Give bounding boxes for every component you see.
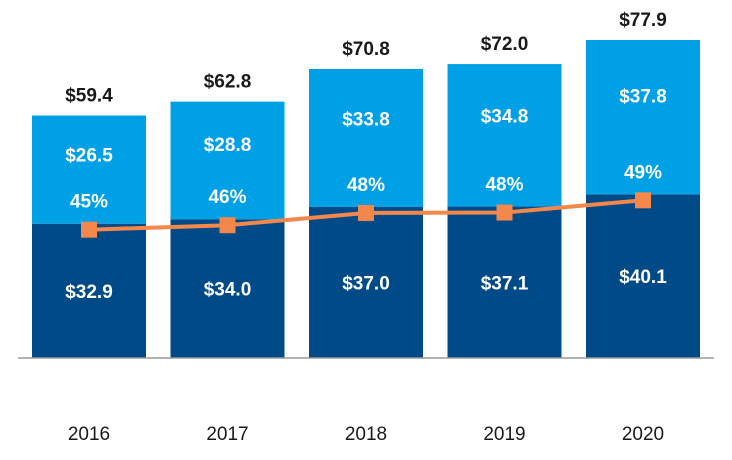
bar-total-label-2020: $77.9 [619, 10, 667, 31]
bar-bottom-2017 [170, 219, 285, 358]
x-tick-label-2018: 2018 [345, 424, 387, 445]
bar-top-2020 [586, 40, 700, 195]
bar-total-label-2017: $62.8 [204, 72, 252, 93]
bar-top-label-2020: $37.8 [619, 87, 667, 108]
share-label-2018: 48% [347, 175, 385, 196]
bar-total-label-2016: $59.4 [65, 86, 113, 107]
share-marker-2018 [358, 204, 374, 221]
bar-top-2019 [447, 64, 562, 207]
bar-bottom-2016 [32, 223, 146, 358]
bar-bottom-label-2020: $40.1 [619, 267, 667, 288]
bar-top-label-2019: $34.8 [481, 106, 529, 127]
bar-bottom-2020 [586, 194, 700, 358]
bar-top-2018 [309, 68, 423, 207]
bar-bottom-label-2019: $37.1 [481, 273, 529, 294]
bar-bottom-2019 [447, 206, 562, 358]
bar-bottom-label-2016: $32.9 [65, 282, 113, 303]
bar-top-label-2016: $26.5 [65, 145, 113, 166]
bar-bottom-label-2017: $34.0 [204, 280, 252, 301]
share-label-2017: 46% [208, 187, 246, 208]
share-label-2019: 48% [485, 175, 523, 196]
bar-bottom-2018 [309, 206, 423, 358]
x-tick-label-2016: 2016 [68, 424, 110, 445]
bar-bottom-label-2018: $37.0 [342, 273, 390, 294]
share-label-2016: 45% [70, 192, 108, 213]
bars-layer [32, 40, 700, 358]
bar-top-label-2017: $28.8 [204, 135, 252, 156]
share-line-layer [81, 192, 651, 238]
share-marker-2017 [219, 217, 236, 234]
x-tick-label-2019: 2019 [483, 424, 525, 445]
share-label-2020: 49% [624, 162, 662, 183]
bar-total-label-2019: $72.0 [481, 34, 529, 55]
labels-layer: $32.9 $26.5 $59.4 45% 2016 $34.0 $28.8 $62.8 46%… [65, 10, 667, 445]
bar-top-label-2018: $33.8 [342, 110, 390, 131]
share-marker-2019 [496, 204, 513, 221]
bar-total-label-2018: $70.8 [342, 39, 390, 60]
share-marker-2016 [81, 221, 97, 238]
bar-top-2016 [32, 115, 146, 224]
x-tick-label-2020: 2020 [622, 424, 664, 445]
bar-top-2017 [170, 101, 285, 220]
x-tick-label-2017: 2017 [206, 424, 248, 445]
share-marker-2020 [635, 192, 651, 209]
